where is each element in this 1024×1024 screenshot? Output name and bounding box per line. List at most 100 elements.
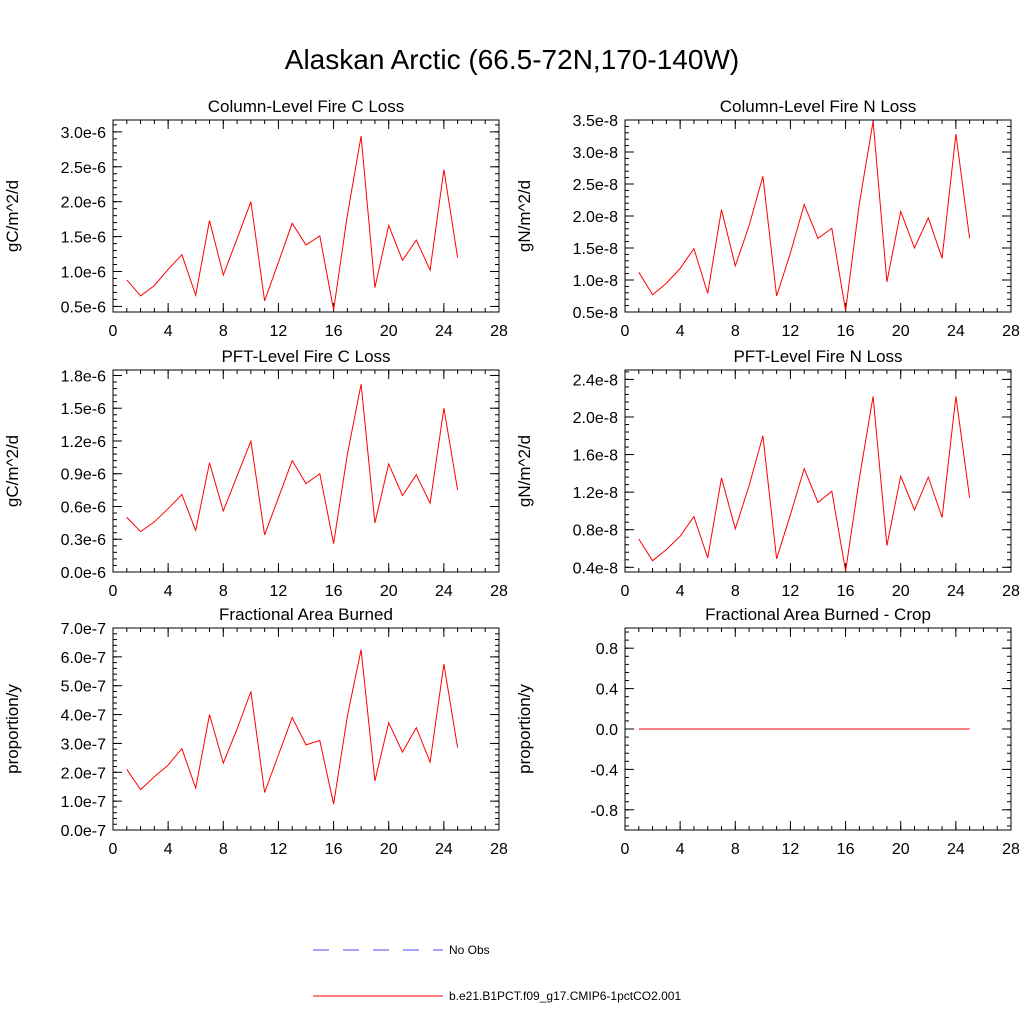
y-tick-label: 2.0e-6 [61,195,106,212]
panel-title: Fractional Area Burned [219,605,393,624]
x-tick-label: 28 [490,583,508,600]
x-tick-label: 12 [270,841,288,858]
x-tick-label: 28 [1002,583,1020,600]
x-tick-label: 0 [109,841,118,858]
x-tick-label: 24 [435,583,453,600]
x-tick-label: 12 [782,583,800,600]
y-tick-label: 2.0e-8 [573,209,618,226]
x-tick-label: 24 [435,323,453,340]
plot-frame [112,369,500,573]
y-tick-label: 0.0e-7 [61,823,106,840]
series-line [126,136,459,310]
x-tick-label: 20 [892,323,910,340]
x-tick-label: 20 [892,841,910,858]
y-axis-label: gC/m^2/d [3,435,22,507]
chart-panel-3: 0 4 8 12 16 20 24 28 0.0e-6 0.3e-6 0.6e-6 0.9e-6 1.2… [3,347,508,600]
x-tick-label: 20 [380,323,398,340]
chart-panel-1: 0 4 8 12 16 20 24 28 0.5e-6 1.0e-6 1.5e-6 2.0e-6 2.5… [3,97,508,340]
x-tick-label: 24 [435,841,453,858]
x-tick-label: 4 [676,583,685,600]
y-axis-label: gN/m^2/d [515,180,534,252]
x-tick-label: 16 [837,583,855,600]
y-tick-label: 4.0e-7 [61,708,106,725]
series-line [638,121,971,311]
y-tick-label: 7.0e-7 [61,621,106,638]
x-tick-label: 20 [892,583,910,600]
y-tick-label: -0.8 [590,803,618,820]
panel-title: Column-Level Fire C Loss [208,97,405,116]
y-tick-label: 0.6e-6 [61,499,106,516]
x-tick-label: 24 [947,323,965,340]
y-tick-label: 0.0 [596,722,618,739]
x-tick-label: 8 [219,841,228,858]
series-line [126,649,459,805]
x-tick-label: 0 [621,323,630,340]
x-tick-label: 16 [325,323,343,340]
x-tick-label: 8 [219,583,228,600]
y-tick-label: 0.3e-6 [61,532,106,549]
x-tick-label: 4 [676,841,685,858]
x-tick-label: 24 [947,583,965,600]
y-tick-label: 1.0e-8 [573,273,618,290]
panel-title: Column-Level Fire N Loss [720,97,917,116]
x-tick-label: 28 [490,323,508,340]
chart-panel-4: 0 4 8 12 16 20 24 28 0.4e-8 0.8e-8 1.2e-8 1.6e-8 2.0… [515,347,1020,600]
x-tick-label: 12 [782,841,800,858]
y-tick-label: 0.4e-8 [573,560,618,577]
x-tick-label: 0 [621,841,630,858]
x-tick-label: 8 [731,841,740,858]
x-tick-label: 16 [837,841,855,858]
x-tick-label: 12 [270,323,288,340]
y-tick-label: 0.5e-8 [573,305,618,322]
x-tick-label: 28 [1002,841,1020,858]
legend-swatch-obs [313,949,443,951]
chart-panel-2: 0 4 8 12 16 20 24 28 0.5e-8 1.0e-8 1.5e-8 2.0e-8 2.5… [515,97,1020,340]
x-tick-label: 12 [782,323,800,340]
x-tick-label: 28 [1002,323,1020,340]
y-tick-label: 2.5e-6 [61,160,106,177]
x-tick-label: 20 [380,583,398,600]
series-line [126,384,459,544]
y-axis-label: proportion/y [515,684,534,774]
plot-frame [112,627,500,831]
y-tick-label: 6.0e-7 [61,650,106,667]
panel-title: PFT-Level Fire C Loss [221,347,390,366]
y-tick-label: 2.4e-8 [573,372,618,389]
x-tick-label: 24 [947,841,965,858]
x-tick-label: 12 [270,583,288,600]
y-axis-label: gN/m^2/d [515,435,534,507]
x-tick-label: 16 [325,583,343,600]
chart-panel-6: 0 4 8 12 16 20 24 28 -0.8 -0.4 0.0 0.4 0.8 Fractional… [515,605,1020,858]
y-tick-label: 1.6e-8 [573,448,618,465]
y-tick-label: 1.5e-6 [61,401,106,418]
x-tick-label: 0 [621,583,630,600]
y-axis-label: proportion/y [3,684,22,774]
y-tick-label: 1.2e-8 [573,485,618,502]
x-tick-label: 8 [219,323,228,340]
y-tick-label: 0.8 [596,641,618,658]
plot-frame [112,119,500,313]
x-tick-label: 16 [325,841,343,858]
x-tick-label: 0 [109,583,118,600]
y-tick-label: -0.4 [590,762,618,779]
y-tick-label: 0.5e-6 [61,299,106,316]
legend-swatch-model [313,995,443,997]
x-tick-label: 20 [380,841,398,858]
x-tick-label: 28 [490,841,508,858]
panel-title: Fractional Area Burned - Crop [705,605,931,624]
y-tick-label: 3.0e-8 [573,145,618,162]
y-tick-label: 0.4 [596,682,618,699]
y-tick-label: 3.5e-8 [573,113,618,130]
y-tick-label: 1.8e-6 [61,368,106,385]
plot-frame [624,119,1012,313]
x-tick-label: 16 [837,323,855,340]
y-tick-label: 1.5e-8 [573,241,618,258]
y-tick-label: 1.0e-7 [61,794,106,811]
x-tick-label: 4 [164,583,173,600]
y-tick-label: 2.5e-8 [573,177,618,194]
chart-panel-5: 0 4 8 12 16 20 24 28 0.0e-7 1.0e-7 2.0e-7 3.0e-7 4.0… [3,605,508,858]
y-tick-label: 0.8e-8 [573,523,618,540]
y-tick-label: 1.5e-6 [61,230,106,247]
y-tick-label: 0.9e-6 [61,467,106,484]
